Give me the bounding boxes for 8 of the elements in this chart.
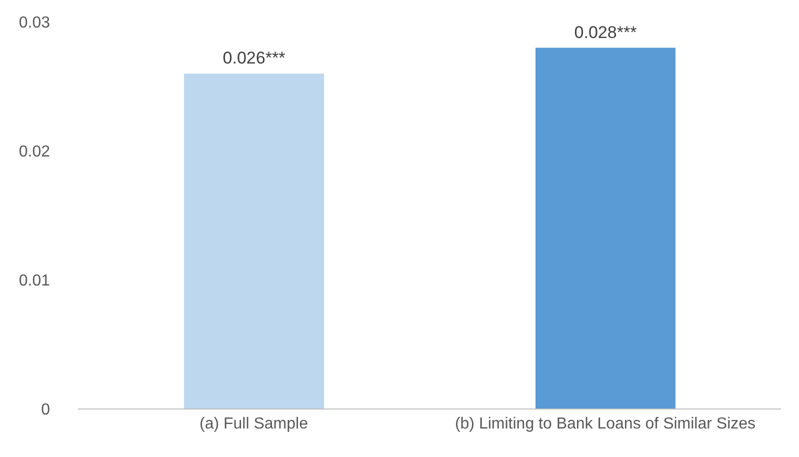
- y-tick-label: 0.01: [18, 272, 50, 290]
- x-tick-label: (b) Limiting to Bank Loans of Similar Sizes: [454, 415, 756, 432]
- y-tick-label: 0.03: [18, 14, 50, 32]
- y-tick-label: 0.02: [18, 144, 50, 161]
- x-tick-label: (a) Full Sample: [200, 415, 308, 432]
- y-tick-label: 0: [41, 402, 50, 419]
- data-label: 0.028***: [574, 22, 638, 42]
- data-label: 0.026***: [222, 48, 286, 68]
